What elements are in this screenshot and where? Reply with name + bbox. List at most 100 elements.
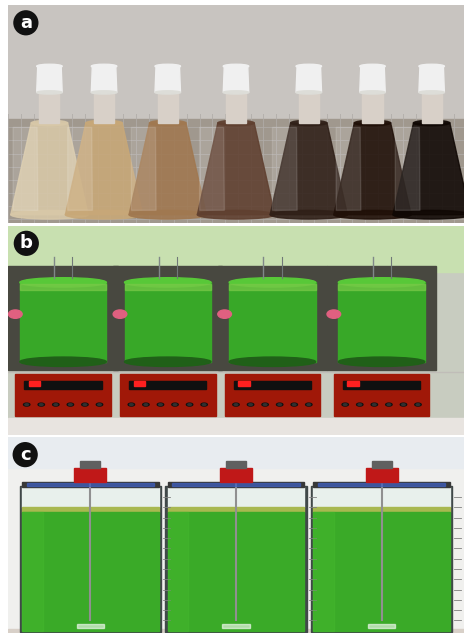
Bar [22, 513, 159, 630]
Polygon shape [67, 127, 93, 210]
Bar [77, 624, 104, 628]
Polygon shape [40, 92, 59, 123]
Circle shape [233, 403, 239, 406]
Bar [80, 461, 101, 468]
Ellipse shape [223, 91, 249, 94]
Circle shape [143, 403, 149, 406]
Circle shape [38, 403, 44, 406]
Ellipse shape [229, 278, 316, 287]
Circle shape [128, 403, 135, 406]
Ellipse shape [229, 357, 316, 367]
Circle shape [371, 403, 378, 406]
Circle shape [247, 403, 254, 406]
Bar [113, 266, 222, 370]
Ellipse shape [86, 120, 122, 126]
Bar [20, 284, 106, 290]
Circle shape [416, 404, 420, 405]
Bar [168, 487, 304, 508]
Text: a: a [20, 14, 32, 32]
Bar [125, 284, 211, 290]
Ellipse shape [20, 278, 106, 287]
Bar [8, 437, 464, 468]
Bar [313, 508, 450, 513]
Ellipse shape [37, 64, 62, 68]
Bar [120, 374, 216, 416]
Circle shape [68, 404, 72, 405]
Circle shape [263, 404, 267, 405]
Bar [8, 5, 464, 118]
Circle shape [307, 404, 311, 405]
Polygon shape [197, 123, 275, 215]
Polygon shape [393, 123, 470, 215]
Circle shape [25, 404, 28, 405]
Polygon shape [155, 66, 180, 92]
Bar [27, 483, 154, 486]
Circle shape [415, 403, 421, 406]
Bar [22, 487, 159, 508]
Bar [134, 381, 145, 385]
Circle shape [356, 403, 363, 406]
Bar [168, 513, 304, 630]
Circle shape [159, 404, 162, 405]
Circle shape [129, 404, 133, 405]
Ellipse shape [65, 210, 143, 219]
Circle shape [305, 403, 312, 406]
Bar [334, 374, 430, 416]
Circle shape [24, 403, 30, 406]
Text: b: b [20, 234, 33, 253]
Bar [218, 266, 327, 370]
Bar [75, 468, 106, 482]
Circle shape [98, 404, 101, 405]
Circle shape [278, 404, 281, 405]
Bar [15, 374, 111, 416]
Polygon shape [129, 123, 206, 215]
Ellipse shape [20, 357, 106, 367]
Ellipse shape [334, 210, 411, 219]
Polygon shape [270, 123, 347, 215]
Circle shape [202, 404, 206, 405]
Ellipse shape [37, 91, 62, 94]
Bar [172, 483, 300, 486]
Polygon shape [13, 127, 38, 210]
Bar [168, 513, 188, 630]
Circle shape [157, 403, 164, 406]
Bar [318, 483, 445, 486]
Polygon shape [296, 66, 321, 92]
Circle shape [277, 403, 283, 406]
Bar [229, 282, 316, 362]
Polygon shape [223, 66, 249, 92]
Ellipse shape [354, 120, 391, 126]
Polygon shape [419, 66, 445, 92]
Ellipse shape [419, 91, 445, 94]
Ellipse shape [11, 210, 88, 219]
Ellipse shape [150, 120, 186, 126]
Bar [238, 381, 250, 385]
Polygon shape [272, 127, 297, 210]
Ellipse shape [31, 120, 67, 126]
Bar [8, 118, 464, 223]
Ellipse shape [125, 357, 211, 367]
Polygon shape [37, 66, 62, 92]
Circle shape [40, 404, 43, 405]
Circle shape [400, 403, 406, 406]
Circle shape [358, 404, 362, 405]
Polygon shape [362, 92, 382, 123]
Ellipse shape [223, 64, 249, 68]
Circle shape [144, 404, 148, 405]
Ellipse shape [218, 310, 231, 318]
Ellipse shape [393, 210, 470, 219]
Bar [338, 284, 425, 290]
Circle shape [172, 403, 178, 406]
Circle shape [201, 403, 207, 406]
Bar [313, 482, 450, 487]
Polygon shape [421, 92, 442, 123]
Bar [20, 282, 106, 362]
Polygon shape [360, 66, 385, 92]
Ellipse shape [91, 64, 117, 68]
Polygon shape [131, 127, 156, 210]
Circle shape [96, 403, 103, 406]
Circle shape [293, 404, 296, 405]
Bar [20, 486, 161, 632]
Circle shape [173, 404, 177, 405]
Bar [313, 513, 334, 630]
